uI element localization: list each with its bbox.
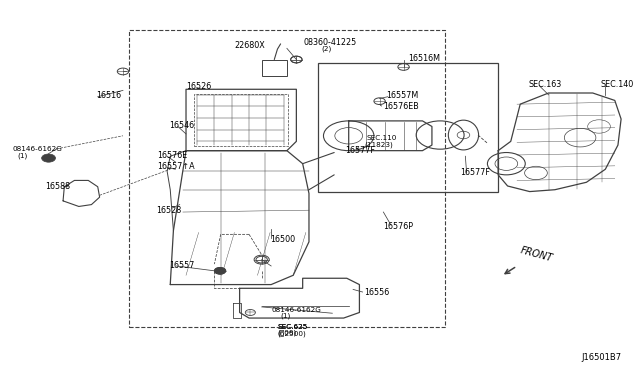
Text: 08146-6162G: 08146-6162G bbox=[271, 307, 321, 312]
Text: (2): (2) bbox=[321, 45, 332, 52]
Text: (62500): (62500) bbox=[278, 330, 306, 337]
Bar bbox=[129, 30, 445, 327]
Text: 08146-6162G: 08146-6162G bbox=[13, 146, 63, 152]
Text: (1): (1) bbox=[18, 152, 28, 159]
Text: 16576EB: 16576EB bbox=[383, 102, 419, 110]
Text: 16557↑A: 16557↑A bbox=[157, 162, 195, 171]
Text: (扛00): (扛00) bbox=[278, 329, 297, 336]
Text: 16557: 16557 bbox=[169, 262, 195, 270]
Text: 16577F: 16577F bbox=[346, 146, 376, 155]
Text: 16516: 16516 bbox=[96, 92, 121, 100]
Text: J16501B7: J16501B7 bbox=[581, 353, 621, 362]
Text: SEC.625: SEC.625 bbox=[278, 324, 308, 330]
Text: FRONT: FRONT bbox=[519, 245, 554, 263]
Text: SEC.163: SEC.163 bbox=[529, 80, 562, 89]
Bar bbox=[262, 60, 287, 76]
Text: 16526: 16526 bbox=[186, 82, 211, 91]
Text: 22680X: 22680X bbox=[235, 41, 266, 50]
Text: 16557M: 16557M bbox=[386, 92, 418, 100]
Bar bbox=[319, 63, 498, 192]
Text: (11823): (11823) bbox=[364, 141, 393, 148]
Text: 16500: 16500 bbox=[270, 235, 295, 244]
Text: 16528: 16528 bbox=[156, 206, 182, 215]
Text: SEC.110: SEC.110 bbox=[367, 135, 397, 141]
Text: SEC.625: SEC.625 bbox=[278, 324, 308, 330]
Text: 16588: 16588 bbox=[45, 182, 70, 190]
Circle shape bbox=[42, 154, 56, 162]
Text: 16516M: 16516M bbox=[408, 54, 440, 63]
Text: (1): (1) bbox=[280, 312, 291, 319]
Text: 16576E: 16576E bbox=[157, 151, 188, 160]
Text: 16546: 16546 bbox=[169, 121, 194, 130]
Bar bbox=[194, 94, 287, 146]
Text: 16576P: 16576P bbox=[383, 222, 413, 231]
Text: SEC.140: SEC.140 bbox=[600, 80, 634, 89]
Text: 16577F: 16577F bbox=[460, 168, 490, 177]
Text: 16556: 16556 bbox=[364, 288, 390, 296]
Circle shape bbox=[214, 267, 226, 274]
Text: 08360-41225: 08360-41225 bbox=[304, 38, 357, 47]
